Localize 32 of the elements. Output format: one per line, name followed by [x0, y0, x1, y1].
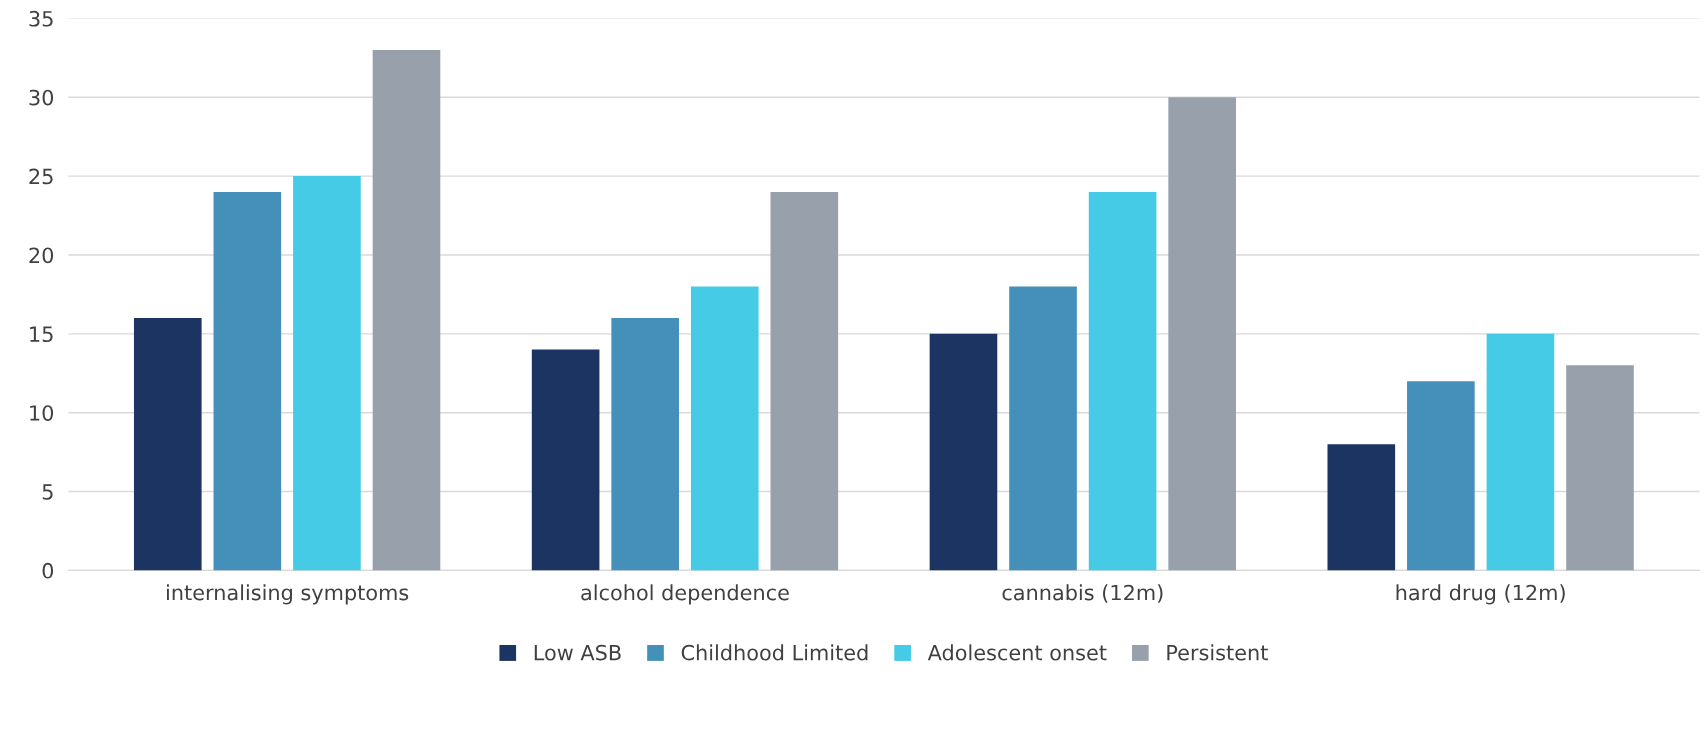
bar	[690, 286, 759, 571]
bar	[1168, 97, 1236, 571]
bar	[611, 318, 679, 571]
y-tick-label: 10	[30, 405, 54, 421]
x-tick-label: internalising symptoms	[167, 584, 409, 605]
legend-label: Childhood Limited	[681, 644, 868, 661]
y-tick-label: 25	[29, 168, 53, 185]
y-tick-label: 0	[42, 562, 54, 579]
bar	[531, 349, 600, 571]
legend-label: Persistent	[1167, 644, 1268, 661]
y-tick-label: 15	[30, 326, 53, 343]
bar	[1407, 381, 1475, 571]
bar	[213, 191, 282, 571]
y-tick-label: 30	[29, 89, 54, 106]
legend-label: Low ASB	[534, 644, 621, 661]
bar	[1009, 286, 1077, 571]
bar	[1486, 333, 1555, 571]
bar	[1327, 444, 1396, 571]
bar	[293, 176, 361, 571]
bar	[1566, 365, 1634, 571]
legend-label: Adolescent onset	[927, 644, 1107, 661]
y-tick-label: 20	[29, 247, 54, 264]
bar	[372, 49, 441, 571]
y-tick-label: 35	[29, 10, 53, 27]
x-tick-label: cannabis (12m)	[1002, 584, 1163, 603]
bar	[770, 191, 839, 571]
bar	[1088, 191, 1157, 571]
x-tick-label: hard drug (12m)	[1396, 584, 1565, 605]
bar	[133, 318, 202, 571]
bar	[929, 333, 998, 571]
x-tick-label: alcohol dependence	[581, 584, 789, 605]
y-tick-label: 5	[42, 484, 53, 500]
